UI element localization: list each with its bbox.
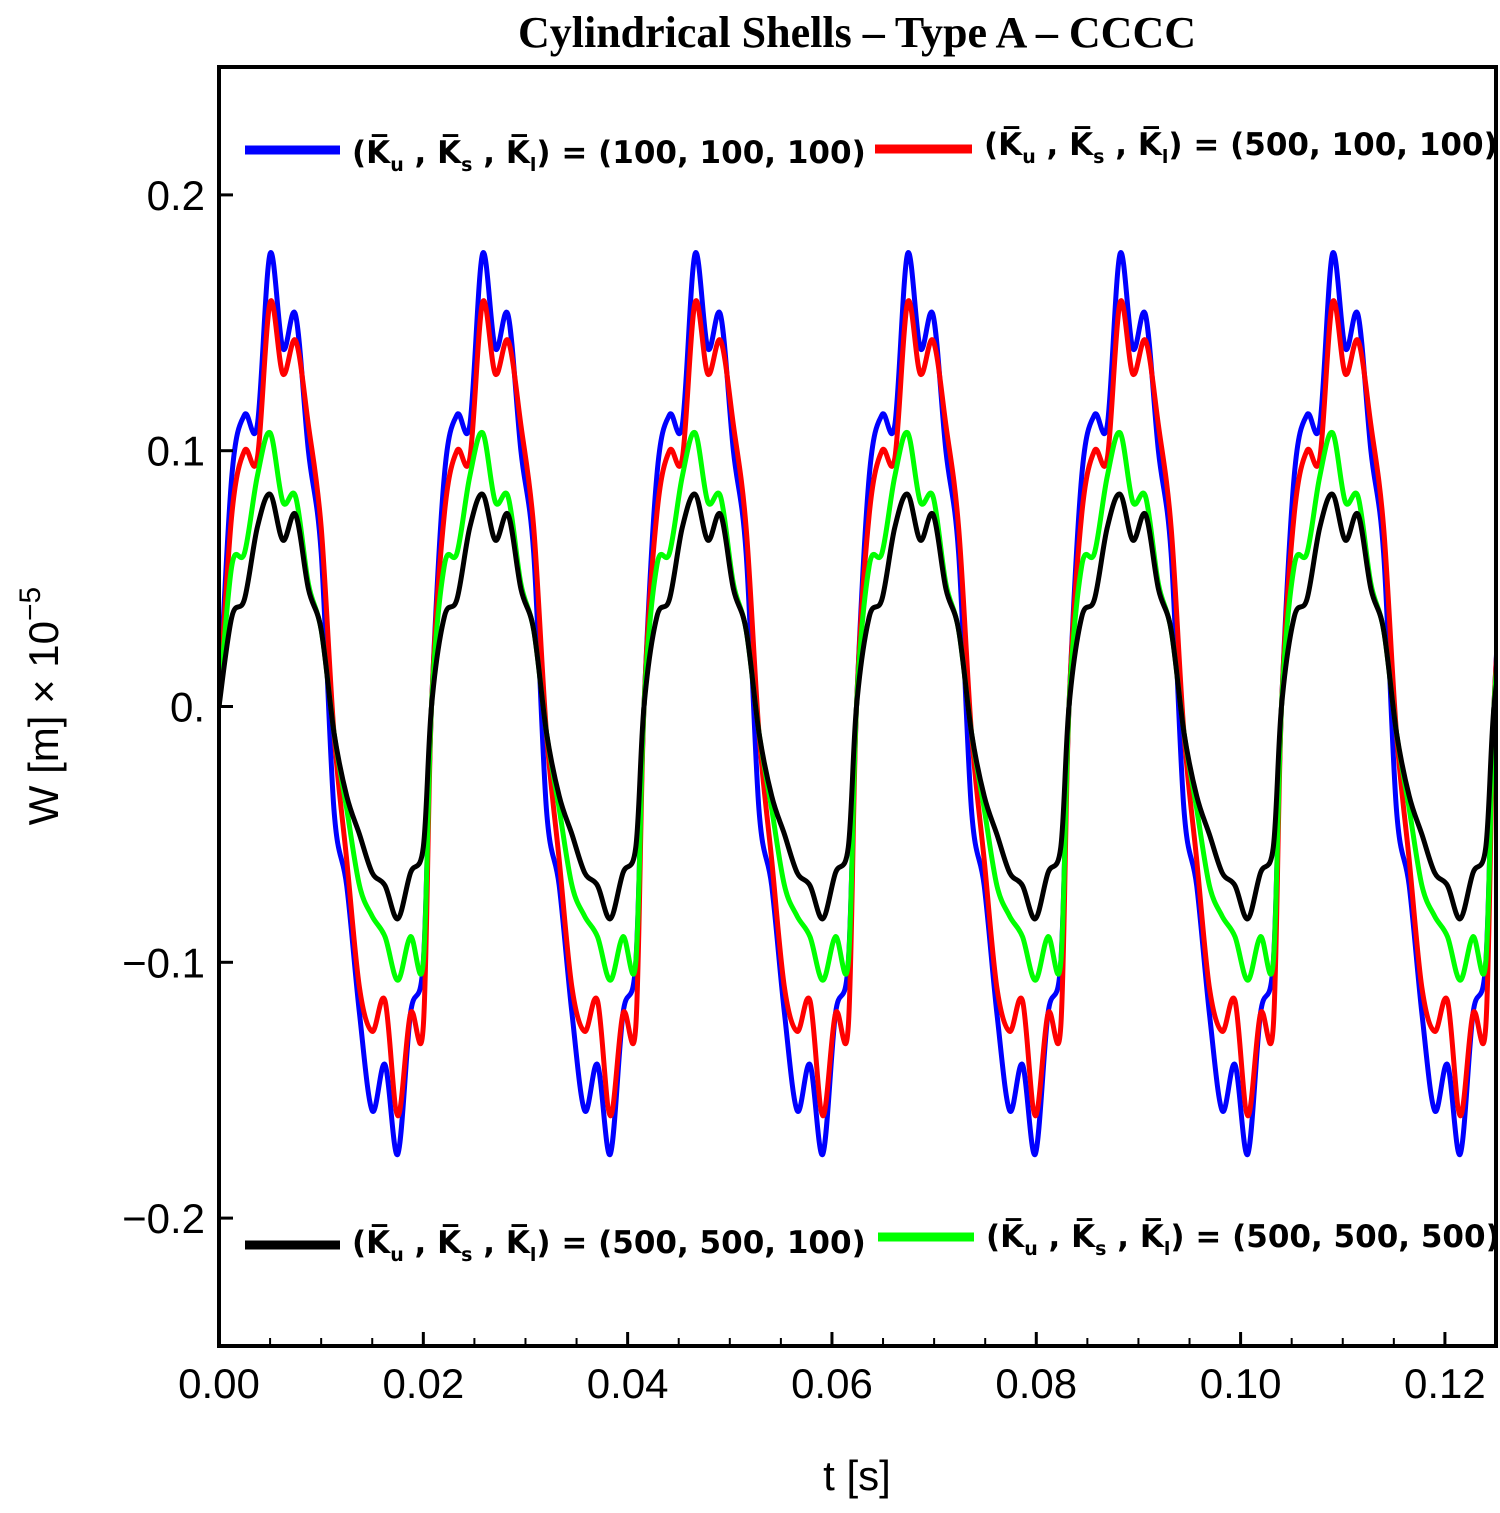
y-tick-label: 0.1 <box>147 428 205 475</box>
series-layer <box>219 250 1496 1157</box>
y-tick-label: 0.2 <box>147 172 205 219</box>
legend-label: (K̅u , K̅s , K̅l) = (500, 500, 500) <box>986 1218 1500 1260</box>
x-tick-label: 0.06 <box>791 1360 873 1407</box>
y-axis-ticks: −0.2 −0.1 0. 0.1 0.2 <box>122 172 233 1242</box>
chart-title: Cylindrical Shells – Type A – CCCC <box>518 8 1196 57</box>
y-tick-label: −0.1 <box>122 939 205 986</box>
legend-entry: (K̅u , K̅s , K̅l) = (100, 100, 100) <box>245 134 866 176</box>
x-tick-label: 0.02 <box>382 1360 464 1407</box>
x-tick-label: 0.10 <box>1200 1360 1282 1407</box>
legend-entry: (K̅u , K̅s , K̅l) = (500, 100, 100) <box>875 126 1498 168</box>
legend-label: (K̅u , K̅s , K̅l) = (500, 100, 100) <box>984 126 1498 168</box>
series-line <box>219 430 1496 983</box>
legend-values: 500, 100, 100 <box>1244 127 1483 163</box>
series-line <box>219 298 1496 1119</box>
y-tick-label: −0.2 <box>122 1195 205 1242</box>
y-tick-label: 0. <box>170 684 205 731</box>
x-tick-label: 0.00 <box>178 1360 260 1407</box>
legend-values: 100, 100, 100 <box>612 135 851 171</box>
legend-entry: (K̅u , K̅s , K̅l) = (500, 500, 500) <box>878 1218 1500 1260</box>
x-axis-label: t [s] <box>823 1452 891 1499</box>
legend-values: 500, 500, 500 <box>1246 1219 1485 1255</box>
y-axis-label: W [m] × 10−5 <box>14 587 67 825</box>
x-tick-label: 0.04 <box>587 1360 669 1407</box>
svg-text:W [m] × 10−5: W [m] × 10−5 <box>14 587 67 825</box>
legend: (K̅u , K̅s , K̅l) = (100, 100, 100) (K̅u … <box>245 126 1500 1266</box>
legend-entry: (K̅u , K̅s , K̅l) = (500, 500, 100) <box>245 1224 866 1266</box>
y-axis-label-exponent: −5 <box>14 587 47 621</box>
x-tick-label: 0.12 <box>1404 1360 1486 1407</box>
legend-label: (K̅u , K̅s , K̅l) = (500, 500, 100) <box>352 1224 866 1266</box>
legend-label: (K̅u , K̅s , K̅l) = (100, 100, 100) <box>352 134 866 176</box>
legend-values: 500, 500, 100 <box>612 1225 851 1261</box>
series-line <box>219 491 1496 922</box>
x-axis-ticks: 0.00 0.02 0.04 0.06 0.08 0.10 0.12 <box>178 1332 1486 1407</box>
x-tick-label: 0.08 <box>995 1360 1077 1407</box>
y-axis-label-main: W [m] × 10 <box>20 621 67 825</box>
